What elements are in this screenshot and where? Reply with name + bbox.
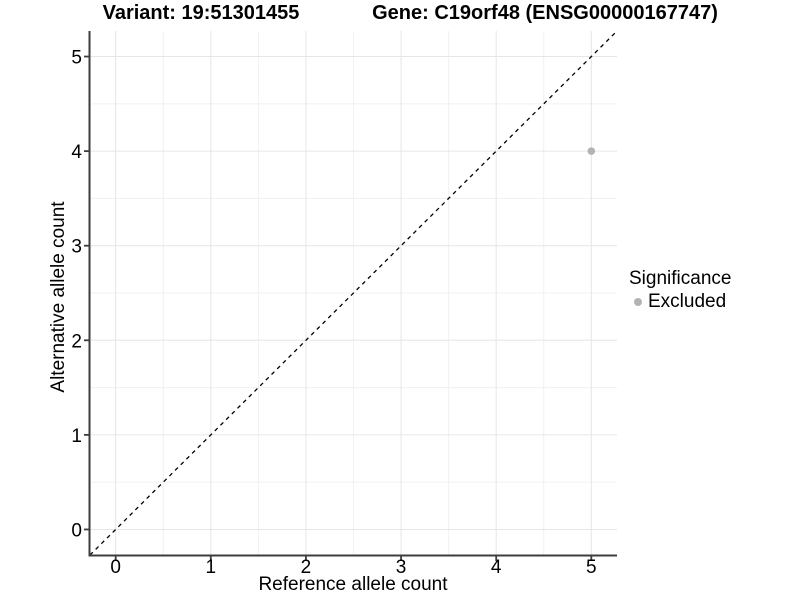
x-tick-label: 1 [206,557,217,578]
x-tick-label: 5 [586,557,597,578]
plot-title-variant: Variant: 19:51301455 [102,2,300,24]
legend-title: Significance [629,268,732,289]
plot-title-gene: Gene: C19orf48 (ENSG00000167747) [372,2,718,24]
y-tick-label: 5 [71,48,82,69]
x-tick-label: 3 [396,557,407,578]
y-tick-label: 3 [71,237,82,258]
identity-reference-line [89,30,618,556]
y-axis-title: Alternative allele count [48,201,69,393]
legend-item-label: Excluded [648,291,727,312]
y-tick-label: 0 [71,520,82,541]
y-tick-label: 2 [71,331,82,352]
legend-point-swatch [634,298,642,306]
x-tick-label: 4 [491,557,502,578]
y-tick-label: 4 [71,142,82,163]
x-axis-title: Reference allele count [258,574,448,595]
legend: Significance Excluded [629,268,731,313]
legend-item-excluded: Excluded [634,291,731,313]
y-tick-label: 1 [71,426,82,447]
data-point [587,147,596,155]
x-tick-label: 0 [110,557,121,578]
x-tick-label: 2 [301,557,312,578]
